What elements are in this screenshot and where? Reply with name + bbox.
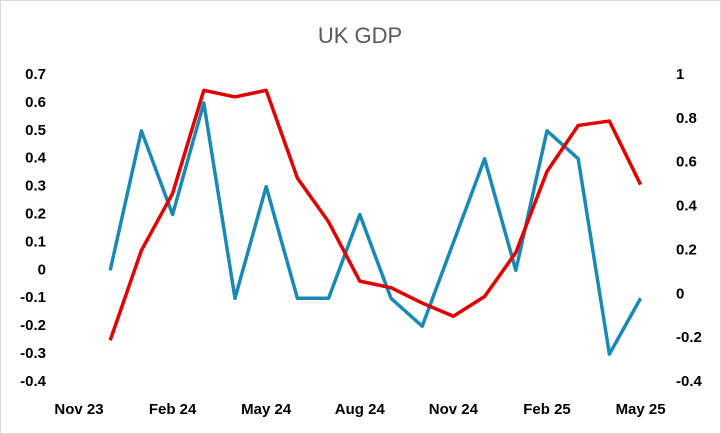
chart-title: UK GDP <box>318 23 402 48</box>
x-tick-label: Feb 24 <box>149 401 197 418</box>
y2-tick-label: -0.4 <box>676 373 703 390</box>
y-tick-label: 0.1 <box>25 233 46 250</box>
y2-tick-label: 0.4 <box>676 198 698 215</box>
x-tick-label: Nov 24 <box>429 401 479 418</box>
y2-tick-label: -0.2 <box>676 329 702 346</box>
x-tick-label: Aug 24 <box>335 401 386 418</box>
y2-tick-label: 0.6 <box>676 154 697 171</box>
x-tick-label: Nov 23 <box>54 401 103 418</box>
y2-tick-label: 0 <box>676 285 684 302</box>
x-tick-label: May 25 <box>616 401 666 418</box>
y2-tick-label: 0.2 <box>676 241 697 258</box>
series-line <box>108 101 643 356</box>
x-tick-label: May 24 <box>241 401 292 418</box>
y-tick-label: -0.4 <box>20 373 47 390</box>
y-tick-label: 0.2 <box>25 206 46 223</box>
y2-tick-label: 0.8 <box>676 110 697 127</box>
y2-tick-label: 1 <box>676 66 684 83</box>
y-tick-label: 0.3 <box>25 178 46 195</box>
y-tick-label: 0 <box>38 261 46 278</box>
y-tick-label: 0.5 <box>25 122 46 139</box>
y-tick-label: 0.7 <box>25 66 46 83</box>
y-tick-label: -0.1 <box>20 289 46 306</box>
x-tick-label: Feb 25 <box>523 401 571 418</box>
y-tick-label: -0.2 <box>20 317 46 334</box>
series-line <box>108 88 643 341</box>
y-tick-label: 0.6 <box>25 94 46 111</box>
y-tick-label: 0.4 <box>25 150 47 167</box>
y-tick-label: -0.3 <box>20 345 46 362</box>
